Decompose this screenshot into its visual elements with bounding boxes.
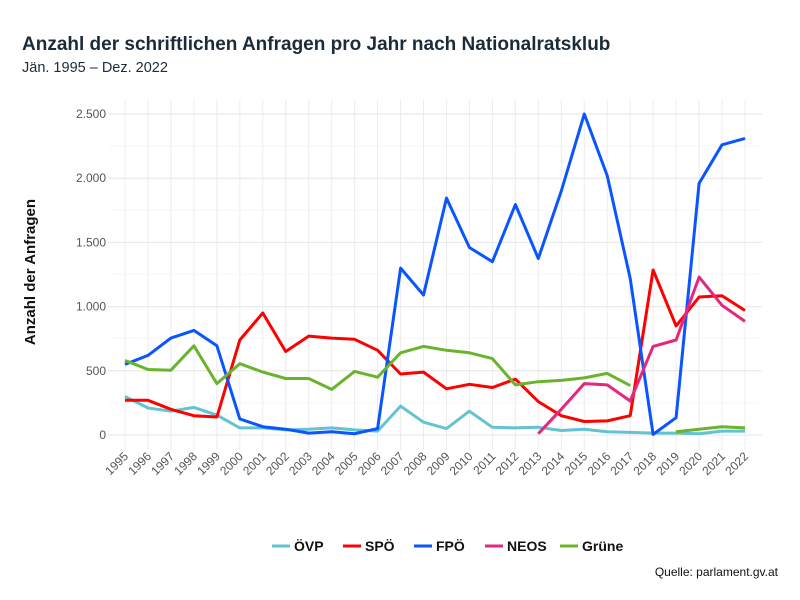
y-tick-label: 1.000 [76,300,106,314]
x-tick-label: 2012 [493,449,522,478]
x-tick-label: 1997 [148,449,177,478]
series-line-grüne [124,344,746,434]
legend-label: ÖVP [294,538,324,554]
source-note: Quelle: parlament.gv.at [654,565,778,579]
x-tick-label: 2010 [447,449,476,478]
y-tick-label: 0 [99,428,106,442]
x-tick-label: 2003 [286,449,315,478]
x-tick-label: 2015 [562,449,591,478]
x-tick-label: 2000 [217,449,246,478]
y-tick-label: 1.500 [76,235,106,249]
legend-label: Grüne [582,538,623,554]
chart-title: Anzahl der schriftlichen Anfragen pro Ja… [22,34,611,55]
x-tick-label: 2021 [699,449,728,478]
x-tick-label: 2020 [676,449,705,478]
chart-subtitle: Jän. 1995 – Dez. 2022 [22,60,168,76]
x-tick-label: 2009 [424,449,453,478]
series-line-fpö [124,112,746,436]
x-tick-label: 2016 [585,449,614,478]
x-tick-label: 2004 [309,449,338,478]
series-line-neos [537,275,746,435]
y-tick-label: 2.000 [76,171,106,185]
x-tick-label: 1998 [171,449,200,478]
x-tick-label: 2014 [539,449,568,478]
y-tick-label: 500 [86,364,106,378]
x-tick-label: 2007 [378,449,407,478]
legend-label: NEOS [507,538,547,554]
x-tick-label: 2005 [332,449,361,478]
x-tick-label: 1995 [102,449,131,478]
x-tick-label: 2019 [653,449,682,478]
y-tick-label: 2.500 [76,107,106,121]
legend-label: SPÖ [365,538,395,554]
legend-label: FPÖ [436,538,465,554]
x-tick-label: 2018 [630,449,659,478]
x-tick-label: 2001 [240,449,269,478]
y-axis-label: Anzahl der Anfragen [22,199,39,345]
x-tick-label: 2013 [516,449,545,478]
series-line-övp [124,395,745,436]
x-tick-label: 2011 [470,449,498,477]
x-tick-label: 1999 [194,449,223,478]
x-tick-label: 2006 [355,449,384,478]
x-tick-label: 2022 [722,449,751,478]
x-tick-label: 2008 [401,449,430,478]
x-tick-label: 2002 [263,449,292,478]
x-tick-label: 2017 [608,449,637,478]
x-tick-label: 1996 [125,449,154,478]
